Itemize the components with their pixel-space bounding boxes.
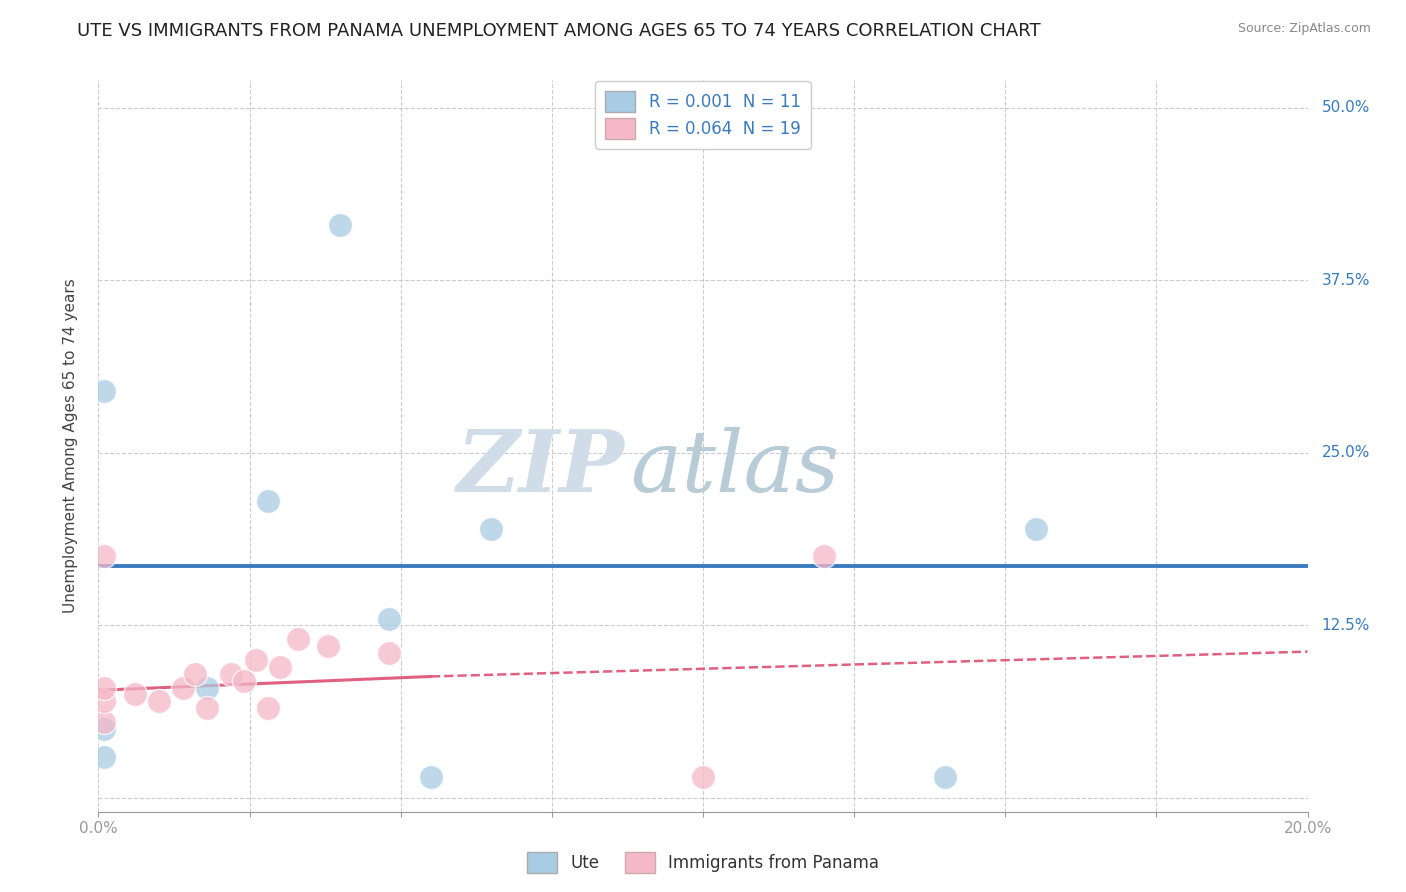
Point <box>377 611 399 625</box>
Y-axis label: Unemployment Among Ages 65 to 74 years: Unemployment Among Ages 65 to 74 years <box>63 278 77 614</box>
Point <box>420 770 443 784</box>
Point <box>195 681 218 695</box>
Text: atlas: atlas <box>630 426 839 509</box>
Point <box>256 494 278 508</box>
Point <box>481 522 503 536</box>
Point <box>93 749 115 764</box>
Point <box>148 694 170 708</box>
Point <box>93 722 115 736</box>
Point <box>316 639 339 653</box>
Text: ZIP: ZIP <box>457 426 624 509</box>
Point <box>269 660 291 674</box>
Point <box>184 666 207 681</box>
Text: 12.5%: 12.5% <box>1322 618 1369 633</box>
Point <box>329 218 352 232</box>
Text: 37.5%: 37.5% <box>1322 273 1369 288</box>
Point <box>124 687 146 701</box>
Point <box>93 681 115 695</box>
Text: Source: ZipAtlas.com: Source: ZipAtlas.com <box>1237 22 1371 36</box>
Point <box>813 549 835 564</box>
Point <box>934 770 956 784</box>
Point <box>172 681 194 695</box>
Point <box>195 701 218 715</box>
Point <box>232 673 254 688</box>
Point <box>221 666 243 681</box>
Point <box>1024 522 1046 536</box>
Point <box>93 384 115 398</box>
Text: 50.0%: 50.0% <box>1322 101 1369 115</box>
Point <box>93 694 115 708</box>
Point <box>245 653 267 667</box>
Legend: Ute, Immigrants from Panama: Ute, Immigrants from Panama <box>520 846 886 880</box>
Point <box>93 714 115 729</box>
Text: UTE VS IMMIGRANTS FROM PANAMA UNEMPLOYMENT AMONG AGES 65 TO 74 YEARS CORRELATION: UTE VS IMMIGRANTS FROM PANAMA UNEMPLOYME… <box>77 22 1040 40</box>
Point <box>256 701 278 715</box>
Point <box>692 770 714 784</box>
Text: 25.0%: 25.0% <box>1322 445 1369 460</box>
Point <box>377 646 399 660</box>
Legend: R = 0.001  N = 11, R = 0.064  N = 19: R = 0.001 N = 11, R = 0.064 N = 19 <box>595 81 811 149</box>
Point <box>287 632 309 647</box>
Point <box>93 549 115 564</box>
